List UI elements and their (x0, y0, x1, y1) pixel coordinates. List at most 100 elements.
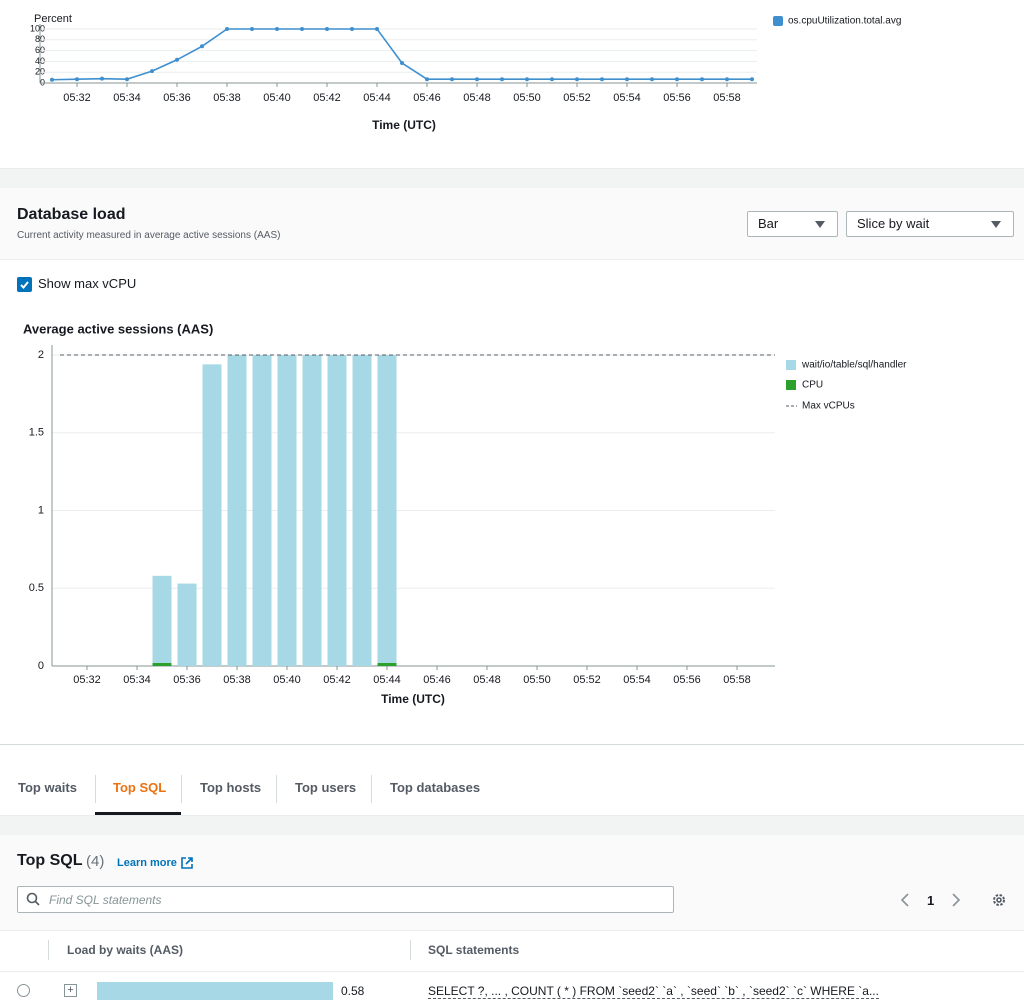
point (425, 77, 429, 82)
point (100, 76, 104, 81)
y-tick-label: 1.5 (29, 427, 44, 439)
column-header[interactable]: Load by waits (AAS) (67, 943, 184, 957)
x-tick-label: 05:58 (723, 674, 751, 686)
x-tick-label: 05:50 (523, 674, 551, 686)
next-page[interactable] (952, 893, 961, 907)
bar-segment (202, 364, 222, 666)
divider (0, 930, 1024, 931)
bar-segment (177, 583, 197, 666)
x-tick-label: 05:42 (323, 674, 351, 686)
point (725, 77, 729, 82)
tab-separator (95, 775, 96, 803)
learn-more-link[interactable]: Learn more (117, 857, 177, 869)
bar-segment (252, 355, 272, 666)
point (75, 77, 79, 82)
tab[interactable]: Top waits (18, 780, 77, 795)
bar-segment (227, 355, 247, 666)
x-tick-label: 05:54 (623, 674, 651, 686)
x-tick-label: 05:56 (673, 674, 701, 686)
x-tick-label: 05:32 (73, 674, 101, 686)
expand-icon[interactable]: + (64, 984, 77, 997)
x-tick-label: 05:42 (313, 92, 341, 104)
x-tick-label: 05:54 (613, 92, 641, 104)
x-tick-label: 05:38 (213, 92, 241, 104)
pagination (900, 893, 961, 907)
point (700, 77, 704, 82)
x-tick-label: 05:52 (563, 92, 591, 104)
y-tick-label: 80 (35, 34, 45, 44)
settings-icon[interactable] (991, 892, 1007, 908)
view-dropdown[interactable]: Bar (747, 211, 838, 237)
tab-separator (276, 775, 277, 803)
bar-segment (152, 575, 172, 663)
search-icon (26, 892, 40, 906)
point (325, 27, 329, 31)
search-placeholder: Find SQL statements (49, 893, 162, 907)
radio[interactable] (17, 984, 30, 997)
bar-segment (377, 355, 397, 663)
tab[interactable]: Top SQL (113, 780, 167, 795)
x-tick-label: 05:36 (173, 674, 201, 686)
tab[interactable]: Top hosts (200, 780, 262, 795)
section-title: Top SQL (17, 852, 83, 869)
chart-title: Average active sessions (AAS) (23, 321, 213, 336)
line (51, 28, 752, 81)
page-number[interactable]: 1 (927, 893, 935, 908)
x-tick-label: 05:48 (473, 674, 501, 686)
legend-swatch (786, 360, 796, 370)
point (575, 77, 579, 82)
point (650, 77, 654, 82)
legend-swatch (786, 380, 796, 390)
x-axis-label: Time (UTC) (381, 692, 445, 706)
x-tick-label: 05:58 (713, 92, 741, 104)
prev-page[interactable] (900, 893, 909, 907)
legend-label: os.cpuUtilization.total.avg (788, 16, 901, 27)
slice-dropdown[interactable]: Slice by wait (846, 211, 1014, 237)
point (350, 27, 354, 31)
section-count: (4) (86, 853, 105, 870)
y-tick-label: 100 (30, 23, 45, 33)
bar-segment (327, 355, 347, 666)
x-tick-label: 05:44 (363, 92, 391, 104)
checkbox[interactable] (17, 277, 32, 292)
bar-segment (377, 662, 397, 666)
divider (0, 744, 1024, 745)
point (525, 77, 529, 82)
x-tick-label: 05:44 (373, 674, 401, 686)
bar-segment (352, 355, 372, 666)
load-value: 0.58 (341, 984, 365, 998)
check-mark (20, 281, 29, 289)
x-tick-label: 05:46 (413, 92, 441, 104)
point (450, 77, 454, 82)
search-box[interactable] (17, 886, 674, 913)
point (225, 27, 229, 31)
x-tick-label: 05:40 (273, 674, 301, 686)
point (600, 77, 604, 82)
y-axis-label: Percent (34, 13, 72, 25)
column-separator (48, 940, 49, 960)
tab[interactable]: Top users (295, 780, 357, 795)
x-tick-label: 05:46 (423, 674, 451, 686)
point (375, 27, 379, 31)
point (500, 77, 504, 82)
y-tick-label: 0.5 (29, 582, 44, 594)
point (300, 27, 304, 31)
active-tab-underline (95, 812, 181, 815)
point (50, 77, 54, 82)
checkbox-label[interactable]: Show max vCPU (38, 276, 137, 291)
x-tick-label: 05:40 (263, 92, 291, 104)
column-separator (410, 940, 411, 960)
tab-separator (181, 775, 182, 803)
tab[interactable]: Top databases (390, 780, 481, 795)
load-bar (97, 982, 333, 1000)
column-header[interactable]: SQL statements (428, 943, 520, 957)
y-tick-label: 60 (35, 45, 45, 55)
point (625, 77, 629, 82)
point (550, 77, 554, 82)
x-axis-label: Time (UTC) (372, 118, 436, 132)
tab-separator (371, 775, 372, 803)
y-tick-label: 2 (38, 349, 44, 361)
bar-segment (302, 355, 322, 666)
external-icon (181, 857, 193, 869)
point (750, 77, 754, 82)
